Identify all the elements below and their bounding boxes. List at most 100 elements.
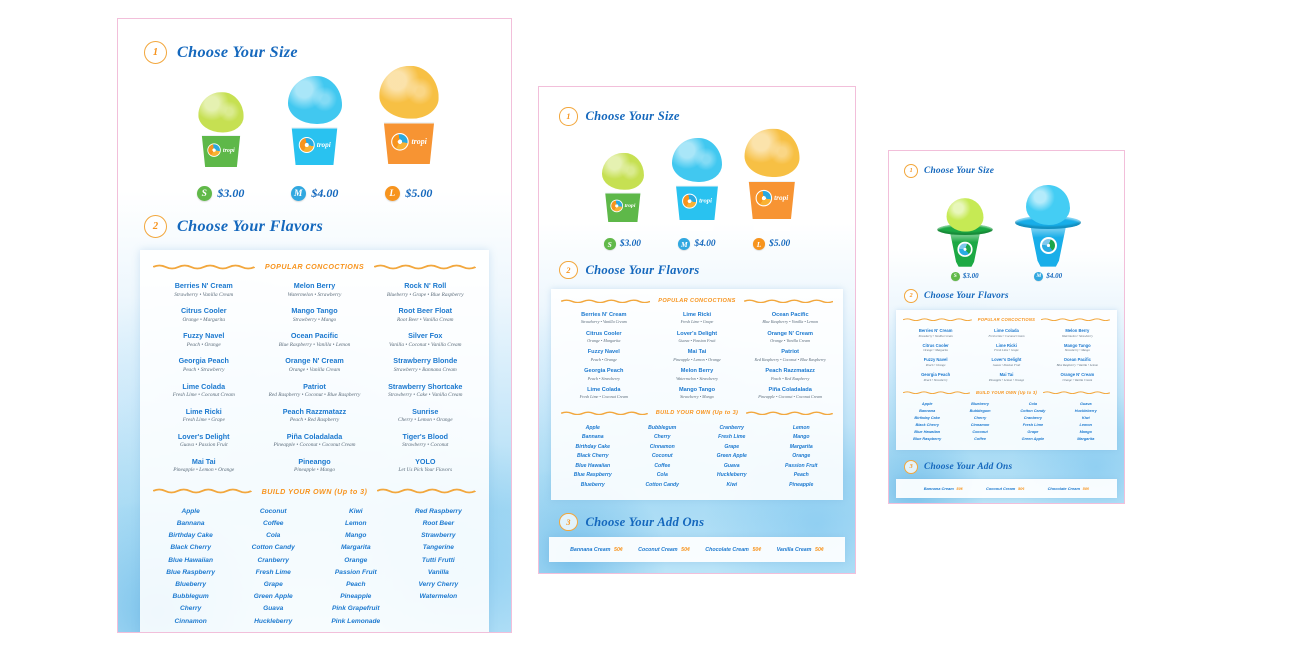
foam-cup: tropi [744, 128, 799, 232]
concoction-item: Peach Razzmatazz Peach • Red Raspberry [264, 407, 365, 424]
tropical-sno-logo-icon [755, 190, 772, 207]
addon-name: Coconut Cream [638, 546, 678, 553]
logo-row: tropi [755, 190, 788, 207]
popular-concoctions-header: POPULAR CONCOCTIONS [903, 317, 1110, 322]
flavor-item: Blue Raspberry [573, 472, 612, 479]
popular-concoctions-title: POPULAR CONCOCTIONS [977, 316, 1036, 322]
concoction-item: Strawberry Blonde Strawberry • Bannana C… [375, 356, 476, 373]
size-price-row: S $3.00 [603, 238, 641, 250]
concoction-ingredients: Fresh Lime • Coconut Cream [988, 333, 1025, 338]
foam-cup: tropi [287, 76, 342, 177]
addon-item: Bannana Cream 50¢ [570, 547, 623, 553]
concoction-ingredients: Orange • Vanilla Cream [288, 367, 341, 373]
flavor-item: Verry Cherry [418, 580, 459, 588]
concoction-item: Pineango Pineapple • Mango [264, 457, 365, 474]
cup-body: tropi [290, 117, 339, 177]
size-price: $4.00 [1046, 272, 1063, 281]
squiggle-divider-icon [374, 264, 476, 270]
concoction-name: Ocean Pacific [771, 311, 809, 318]
flavor-item: Margarita [340, 544, 371, 552]
size-letter-badge: M [290, 186, 306, 202]
concoction-ingredients: Watermelon • Strawberry [287, 291, 342, 298]
flavor-item: Blueberry [175, 580, 207, 588]
concoction-ingredients: Blue Raspberry • Vanilla • Lemon [278, 341, 351, 348]
size-price-row: S $3.00 [196, 186, 244, 202]
concoction-ingredients: Blue Raspberry • Vanilla • Lemon [1056, 363, 1099, 368]
addon-item: Coconut Cream 50¢ [986, 486, 1025, 491]
concoction-name: Pineango [298, 456, 331, 466]
addon-item: Vanilla Cream 50¢ [777, 547, 824, 553]
cup-body [949, 231, 980, 267]
concoction-ingredients: Root Beer • Vanilla Cream [397, 316, 454, 323]
build-column: Kiwi Lemon Mango Margarita Orange Passion Fru… [319, 506, 394, 628]
concoction-name: Georgia Peach [584, 368, 624, 375]
addon-name: Bannana Cream [570, 546, 611, 553]
flavor-item: Bannana [581, 434, 604, 441]
concoction-ingredients: Orange • Vanilla Cream [770, 337, 811, 343]
tropical-sno-logo-icon [390, 132, 409, 151]
concoction-name: Piña Coladalada [768, 387, 812, 394]
build-your-own-grid: Apple Bannana Birthday Cake Black Cherry Blu… [903, 401, 1110, 443]
squiggle-divider-icon [377, 488, 476, 494]
build-title-text: BUILD YOUR OWN [655, 409, 711, 416]
concoction-ingredients: Pineapple • Mango [294, 467, 335, 474]
concoction-item: Citrus Cooler Orange • Margarita [153, 306, 254, 323]
concoction-name: Peach Razzmatazz [282, 406, 347, 416]
build-column: Red Raspberry Root Beer Strawberry Tangerin… [401, 506, 476, 628]
build-your-own-header: BUILD YOUR OWN (Up to 3) [153, 487, 476, 496]
size-option: tropi [598, 138, 648, 250]
concoction-name: Mango Tango [291, 306, 338, 316]
popular-column: Berries N' Cream Strawberry • Vanilla Cr… [153, 281, 254, 482]
shaved-ice-dome [197, 92, 244, 133]
flavor-item: Lemon [344, 520, 367, 527]
step-number-badge: 3 [559, 512, 578, 532]
flavor-item: Pineapple [340, 593, 372, 601]
size-option: tropi [287, 76, 342, 202]
concoction-item: Fuzzy Navel Peach • Orange [153, 331, 254, 348]
step-addons-header: 3 Choose Your Add Ons [904, 460, 1124, 475]
build-column: Cranberry Fresh Lime Grape Green Apple Guava… [700, 424, 763, 491]
squiggle-divider-icon [561, 299, 651, 303]
flavor-item: Blueberry [971, 401, 989, 406]
concoction-item: Georgia Peach Peach • Strawberry [561, 368, 646, 380]
concoction-name: Tiger's Blood [402, 431, 448, 441]
flavor-item: Cotton Candy [1020, 408, 1046, 413]
build-column: Bubblegum Cherry Cinnamon Coconut Coffee Cola… [631, 424, 694, 491]
flavor-item: Orange [792, 453, 811, 460]
step-size-header: 1 Choose Your Size [559, 107, 855, 126]
concoction-name: Mai Tai [999, 372, 1014, 378]
cup-brand-text: tropi [222, 146, 235, 154]
flavor-item: Birthday Cake [168, 532, 213, 540]
flavor-item: Cotton Candy [251, 544, 295, 552]
addon-item: Chocolate Cream 50¢ [705, 547, 761, 553]
concoction-name: Root Beer Float [398, 306, 452, 316]
step-number-badge: 2 [559, 260, 578, 280]
popular-column: Rock N' Roll Blueberry • Grape • Blue Ra… [375, 281, 476, 482]
build-limit-note: (Up to 3) [712, 409, 739, 416]
concoction-ingredients: Peach • Strawberry [923, 378, 948, 383]
flavor-item: Grape [263, 580, 283, 588]
flavor-item: Coffee [263, 520, 284, 527]
concoction-name: Berries N' Cream [174, 281, 233, 291]
concoction-ingredients: Fresh Lime • Grape [994, 348, 1019, 353]
concoction-item: Root Beer Float Root Beer • Vanilla Crea… [375, 306, 476, 323]
size-option: tropi [744, 128, 799, 250]
flavor-item: Bannana [919, 408, 936, 413]
popular-concoctions-header: POPULAR CONCOCTIONS [153, 262, 476, 271]
flavor-item: Cinnamon [174, 617, 207, 625]
flavor-item: Peach [793, 472, 809, 479]
addon-name: Vanilla Cream [776, 546, 812, 553]
concoction-name: Sunrise [412, 406, 439, 416]
concoction-name: Piña Coladalada [286, 431, 343, 441]
concoction-ingredients: Watermelon • Strawberry [1061, 333, 1093, 338]
size-price: $5.00 [405, 186, 433, 201]
flavors-box: POPULAR CONCOCTIONS Berries N' Cream Str… [551, 288, 843, 500]
logo-row: tropi [206, 143, 235, 157]
concoction-name: Patriot [781, 349, 800, 356]
concoction-item: Mango Tango Strawberry • Mango [264, 306, 365, 323]
concoction-ingredients: Cherry • Lemon • Orange [397, 417, 453, 424]
menu-poster: 1 Choose Your Size [538, 86, 856, 574]
concoction-item: Georgia Peach Peach • Strawberry [903, 372, 968, 382]
flavor-item: Birthday Cake [914, 415, 941, 420]
